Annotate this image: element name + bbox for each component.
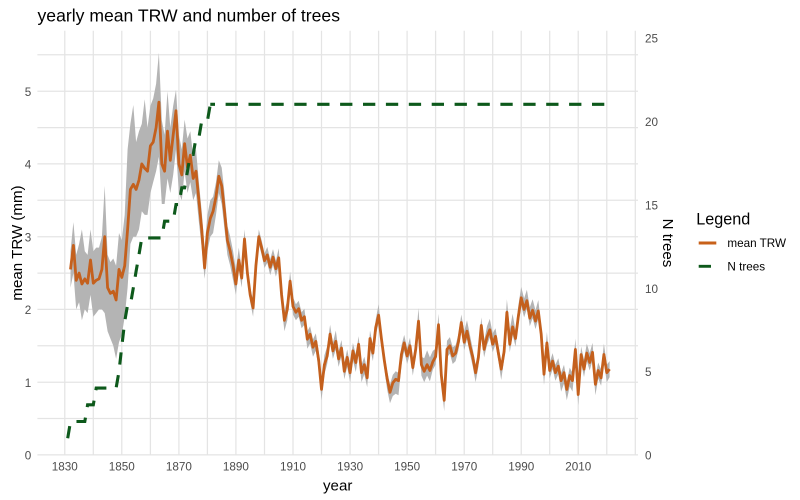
svg-text:1930: 1930 [337,461,364,474]
svg-text:1850: 1850 [109,461,136,474]
svg-text:2010: 2010 [565,461,592,474]
svg-text:5: 5 [25,86,32,99]
svg-text:1910: 1910 [280,461,307,474]
svg-text:3: 3 [25,232,32,245]
svg-text:1950: 1950 [394,461,421,474]
svg-text:0: 0 [25,450,32,463]
svg-text:yearly mean TRW and number of: yearly mean TRW and number of trees [38,5,341,25]
svg-text:mean TRW: mean TRW [727,237,786,250]
svg-text:1830: 1830 [52,461,79,474]
svg-text:10: 10 [645,283,659,296]
svg-text:N trees: N trees [659,219,676,268]
svg-text:1890: 1890 [223,461,250,474]
svg-text:1870: 1870 [166,461,193,474]
svg-text:0: 0 [645,450,652,463]
svg-text:N trees: N trees [727,261,765,274]
svg-text:year: year [323,477,352,494]
svg-text:20: 20 [645,116,659,129]
svg-text:1990: 1990 [508,461,535,474]
svg-text:2: 2 [25,304,32,317]
svg-text:1: 1 [25,377,32,390]
svg-text:15: 15 [645,199,659,212]
svg-text:mean TRW (mm): mean TRW (mm) [9,185,26,300]
svg-text:5: 5 [645,366,652,379]
svg-text:4: 4 [25,159,32,172]
svg-text:25: 25 [645,32,659,45]
svg-text:Legend: Legend [696,210,750,228]
svg-text:1970: 1970 [451,461,478,474]
